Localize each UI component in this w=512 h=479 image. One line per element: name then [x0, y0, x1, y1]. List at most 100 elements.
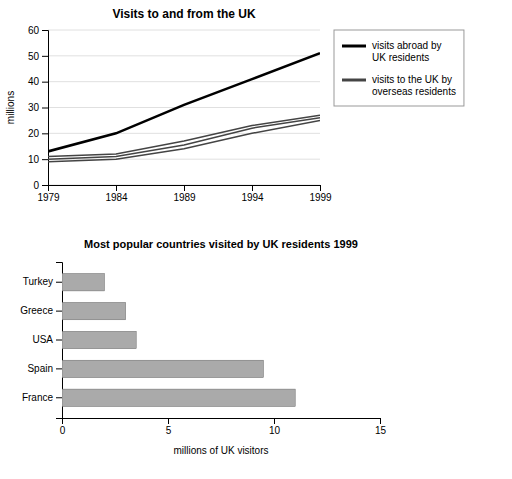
tick: 5 — [166, 418, 172, 436]
tick: 10 — [28, 154, 48, 165]
tick-mark — [56, 397, 62, 398]
tick-label: 0 — [60, 425, 66, 436]
tick-label: Greece — [20, 305, 53, 316]
chart-title: Visits to and from the UK — [112, 7, 255, 21]
tick: 1979 — [37, 185, 60, 203]
axis-title: millions of UK visitors — [173, 445, 268, 456]
tick-label: 60 — [28, 25, 40, 36]
tick: 40 — [28, 76, 48, 87]
tick: Greece — [20, 305, 62, 316]
axis: 1979 1984 1989 1994 1999 — [37, 185, 332, 203]
tick: 1984 — [105, 185, 128, 203]
tick: 1989 — [173, 185, 196, 203]
axis-line — [63, 419, 381, 425]
tick-mark — [56, 282, 62, 283]
grid — [48, 30, 320, 185]
bar — [62, 389, 295, 406]
tick: 0 — [33, 180, 48, 191]
axis-line — [56, 263, 63, 419]
tick-mark — [168, 418, 169, 424]
axis-title: millions — [5, 91, 16, 124]
bar — [62, 274, 104, 291]
tick-mark — [42, 159, 48, 160]
line-series — [48, 120, 320, 161]
chart-title: Most popular countries visited by UK res… — [84, 238, 358, 250]
line-series — [48, 53, 320, 151]
plot-area — [48, 53, 320, 162]
tick: 30 — [28, 102, 48, 113]
tick: 10 — [269, 418, 281, 436]
tick-mark — [56, 340, 62, 341]
grid-line — [48, 55, 320, 56]
grid-line — [48, 81, 320, 82]
tick-label: 40 — [28, 76, 40, 87]
tick: 20 — [28, 128, 48, 139]
grid-line — [48, 133, 320, 134]
line-series — [48, 115, 320, 156]
tick-mark — [42, 82, 48, 83]
tick-label: 1984 — [105, 192, 128, 203]
axis: 0 10 20 30 40 50 60 — [28, 25, 49, 191]
tick: 0 — [60, 418, 66, 436]
tick: 50 — [28, 51, 48, 62]
tick-label: 15 — [375, 425, 387, 436]
text-line: overseas residents — [372, 86, 456, 97]
grid-line — [48, 30, 320, 31]
tick-label: USA — [32, 334, 53, 345]
tick-mark — [116, 185, 117, 191]
bar — [62, 302, 126, 319]
chart-svg: 197919841989199419990102030405060Visits … — [0, 0, 512, 479]
tick-label: 30 — [28, 102, 40, 113]
line-series — [48, 118, 320, 159]
tick-label: 1999 — [309, 192, 332, 203]
tick-label: 5 — [166, 425, 172, 436]
bar — [62, 360, 263, 377]
tick-mark — [320, 185, 321, 191]
text-line: UK residents — [372, 52, 429, 63]
legend: visits abroad byUK residents visits to th… — [334, 30, 464, 106]
tick-label: 50 — [28, 51, 40, 62]
tick-mark — [42, 56, 48, 57]
tick-label: 10 — [269, 425, 281, 436]
tick-mark — [42, 133, 48, 134]
bar-chart: 0 5 10 15 France Spain USA Greece Turkey Most pop… — [20, 238, 386, 456]
tick: USA — [32, 334, 62, 345]
text-line: visits abroad by — [372, 40, 441, 51]
axis-line — [42, 31, 49, 186]
tick: 15 — [375, 418, 387, 436]
legend-label: visits to the UK byoverseas residents — [372, 74, 456, 97]
tick-mark — [252, 185, 253, 191]
tick-label: France — [22, 392, 54, 403]
tick-mark — [56, 311, 62, 312]
tick-mark — [184, 185, 185, 191]
tick-label: 1979 — [37, 192, 60, 203]
tick-mark — [380, 418, 381, 424]
bar — [62, 331, 136, 348]
axis: France Spain USA Greece Turkey — [20, 263, 62, 419]
tick: 60 — [28, 25, 48, 36]
plot-area — [62, 274, 295, 407]
legend-label: visits abroad byUK residents — [372, 40, 441, 63]
grid-line — [48, 107, 320, 108]
text-line: visits to the UK by — [372, 74, 452, 85]
tick: 1999 — [309, 185, 332, 203]
tick-mark — [274, 418, 275, 424]
tick-mark — [42, 30, 48, 31]
legend-frame — [334, 30, 464, 106]
tick-label: 0 — [33, 180, 39, 191]
tick-label: 10 — [28, 154, 40, 165]
line-chart: 1979 1984 1989 1994 1999 0 10 20 30 40 50 60 Visits … — [5, 7, 464, 203]
tick-label: 1994 — [241, 192, 264, 203]
axis: 0 5 10 15 — [60, 418, 387, 436]
tick-label: Spain — [27, 363, 53, 374]
axis-line — [49, 186, 321, 192]
tick: France — [22, 392, 62, 403]
tick-label: 1989 — [173, 192, 196, 203]
tick-label: Turkey — [23, 276, 53, 287]
legend-swatch — [342, 45, 366, 48]
tick-mark — [42, 185, 48, 186]
tick-mark — [56, 368, 62, 369]
tick-label: 20 — [28, 128, 40, 139]
tick: Turkey — [23, 276, 62, 287]
tick: Spain — [27, 363, 62, 374]
